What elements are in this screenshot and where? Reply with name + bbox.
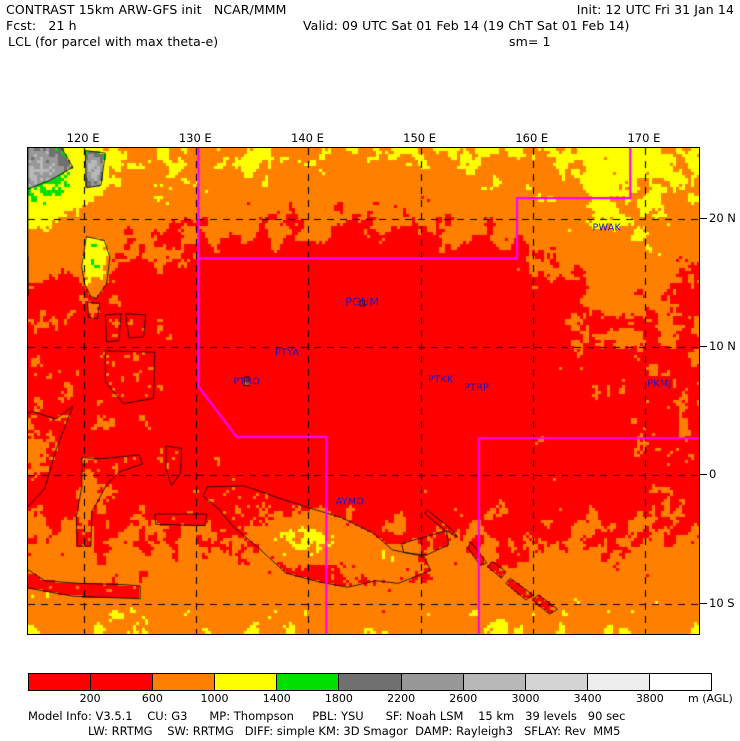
lon-tick-label: 130 E	[178, 131, 212, 145]
station-label-pgum: PGUM	[345, 295, 380, 309]
lat-tick-mark	[700, 346, 707, 348]
init-time-label: Init: 12 UTC Fri 31 Jan 14	[576, 2, 734, 17]
lon-tick-label: 140 E	[290, 131, 324, 145]
lat-tick-label: 10 S	[709, 595, 735, 610]
colorbar-swatch-2	[153, 674, 216, 690]
station-label-ptrp: PTRP	[464, 382, 490, 394]
lcl-heatmap-canvas	[28, 148, 699, 634]
colorbar-swatch-0	[29, 674, 92, 690]
colorbar-swatch-5	[339, 674, 402, 690]
colorbar-swatch-8	[525, 674, 588, 690]
lon-tick-label: 170 E	[627, 131, 661, 145]
colorbar-tick-200: 200	[79, 692, 101, 705]
colorbar-container	[28, 673, 712, 691]
colorbar-tick-3400: 3400	[573, 692, 602, 705]
lon-tick-label: 150 E	[403, 131, 437, 145]
colorbar	[28, 673, 712, 691]
station-label-pwak: PWAK	[592, 222, 622, 234]
valid-time-label: Valid: 09 UTC Sat 01 Feb 14 (19 ChT Sat …	[303, 18, 630, 33]
map-plot-area[interactable]: PGUM PTYA PTRO PTKK PTRP PWAK PKMJ AYMO	[27, 147, 700, 635]
station-label-ptya: PTYA	[274, 347, 300, 359]
colorbar-swatch-7	[463, 674, 526, 690]
lat-tick-label: 0	[709, 467, 717, 482]
colorbar-tick-3000: 3000	[511, 692, 540, 705]
station-label-ptro: PTRO	[233, 376, 261, 388]
field-name-label: LCL (for parcel with max theta-e)	[8, 34, 219, 49]
colorbar-tick-3800: 3800	[635, 692, 664, 705]
lat-tick-mark	[700, 602, 707, 604]
colorbar-swatch-3	[215, 674, 278, 690]
station-label-ptkk: PTKK	[428, 374, 454, 386]
lat-tick-mark	[700, 217, 707, 219]
colorbar-swatch-6	[401, 674, 464, 690]
colorbar-tick-2600: 2600	[449, 692, 478, 705]
station-label-aymo: AYMO	[335, 496, 365, 508]
colorbar-swatch-9	[587, 674, 650, 690]
model-info-footer: Model Info: V3.5.1 CU: G3 MP: Thompson P…	[0, 709, 740, 741]
lon-tick-label: 160 E	[515, 131, 549, 145]
colorbar-swatch-4	[277, 674, 340, 690]
colorbar-tick-600: 600	[141, 692, 163, 705]
model-info-line-2: LW: RRTMG SW: RRTMG DIFF: simple KM: 3D …	[88, 724, 621, 738]
station-label-pkmj: PKMJ	[647, 378, 672, 390]
lon-tick-label: 120 E	[66, 131, 100, 145]
smoothing-label: sm= 1	[509, 34, 551, 49]
lat-tick-label: 20 N	[709, 210, 736, 225]
colorbar-units-label: m (AGL)	[688, 692, 733, 705]
model-title: CONTRAST 15km ARW-GFS init NCAR/MMM	[6, 2, 287, 17]
lat-tick-label: 10 N	[709, 339, 736, 354]
colorbar-swatch-10	[649, 674, 712, 690]
colorbar-tick-1000: 1000	[200, 692, 229, 705]
colorbar-tick-1400: 1400	[262, 692, 291, 705]
colorbar-tick-1800: 1800	[324, 692, 353, 705]
colorbar-tick-2200: 2200	[387, 692, 416, 705]
lat-tick-mark	[700, 474, 707, 476]
header-block: CONTRAST 15km ARW-GFS init NCAR/MMM Init…	[0, 0, 740, 58]
model-info-line-1: Model Info: V3.5.1 CU: G3 MP: Thompson P…	[28, 709, 626, 723]
colorbar-swatch-1	[91, 674, 154, 690]
forecast-hour-label: Fcst: 21 h	[6, 18, 77, 33]
